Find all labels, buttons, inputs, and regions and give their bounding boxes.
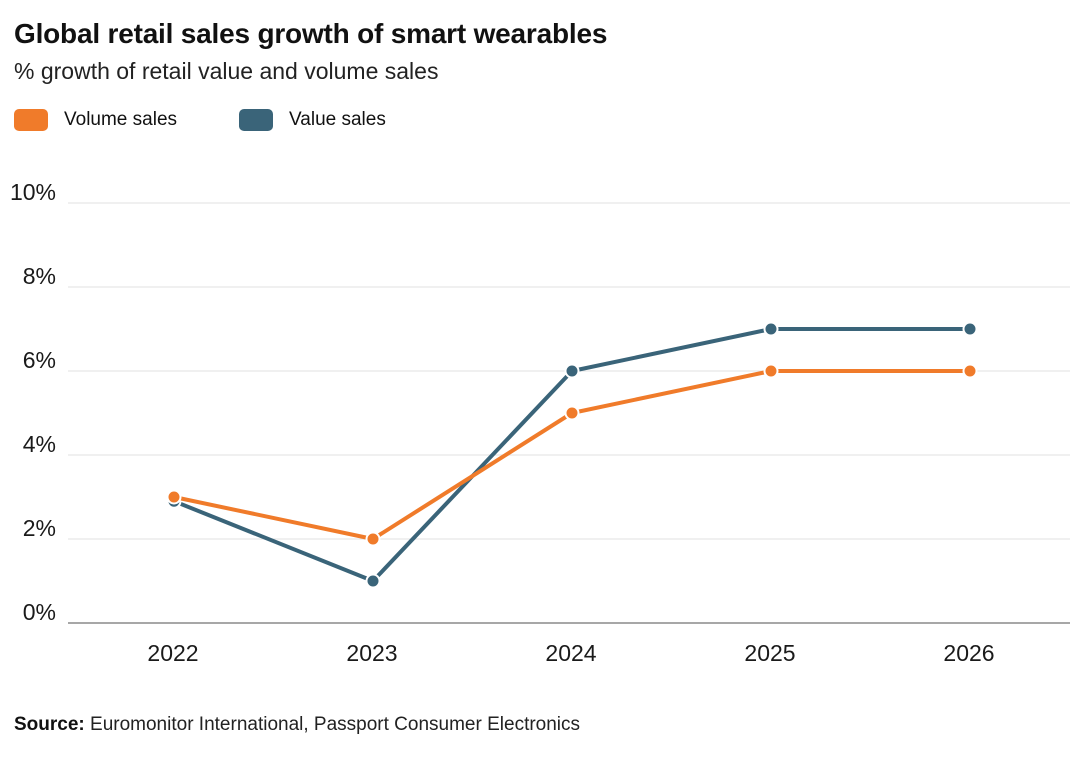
line-chart: 0% 2% 4% 6% 8% 10% 2022 2023 2024 2025 2026 [10, 179, 1070, 666]
x-tick-label: 2025 [744, 640, 795, 666]
data-point [564, 405, 580, 421]
data-point [166, 489, 182, 505]
y-tick-label: 4% [23, 431, 56, 457]
grid-layer [68, 202, 1070, 624]
data-point [962, 363, 978, 379]
y-tick-label: 6% [23, 347, 56, 373]
legend: Volume sales Value sales [14, 106, 448, 134]
legend-swatch-volume [14, 109, 48, 131]
data-point [763, 321, 779, 337]
y-tick-label: 8% [23, 263, 56, 289]
chart-title: Global retail sales growth of smart wear… [14, 18, 608, 49]
x-tick-label: 2022 [147, 640, 198, 666]
legend-label-value: Value sales [289, 109, 386, 130]
data-point [564, 363, 580, 379]
legend-swatch-value [239, 109, 274, 131]
source-text: Euromonitor International, Passport Cons… [84, 714, 581, 735]
series-value [166, 321, 978, 589]
data-point [365, 531, 381, 547]
legend-label-volume: Volume sales [64, 109, 178, 130]
data-point [763, 363, 779, 379]
data-point [962, 321, 978, 337]
series-layer [166, 321, 978, 589]
source-note: Source: Euromonitor International, Passp… [14, 714, 580, 736]
y-tick-label: 10% [10, 179, 56, 205]
data-point [365, 573, 381, 589]
chart-subtitle: % growth of retail value and volume sale… [14, 58, 439, 84]
source-label: Source: [14, 714, 85, 735]
y-tick-label: 0% [23, 599, 56, 625]
x-tick-label: 2024 [545, 640, 596, 666]
x-tick-label: 2023 [346, 640, 397, 666]
x-axis-ticks: 2022 2023 2024 2025 2026 [147, 640, 994, 666]
y-axis-ticks: 0% 2% 4% 6% 8% 10% [10, 179, 56, 625]
series-volume [166, 363, 978, 547]
x-tick-label: 2026 [943, 640, 994, 666]
legend-item-volume: Volume sales [14, 109, 177, 131]
legend-item-value: Value sales [239, 109, 386, 131]
y-tick-label: 2% [23, 515, 56, 541]
